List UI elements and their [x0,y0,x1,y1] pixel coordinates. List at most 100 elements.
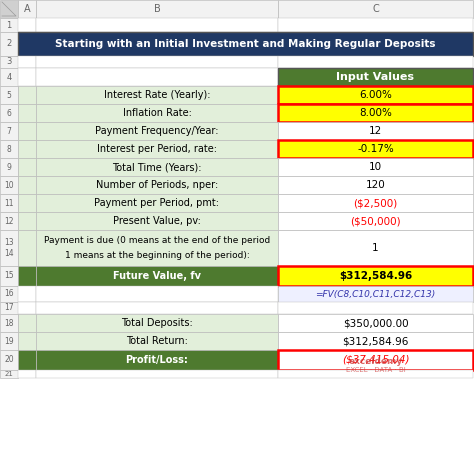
Bar [0,32,18,56]
Bar [0,68,18,86]
Bar [36,158,278,176]
Bar [278,194,473,212]
Text: ($37,415.04): ($37,415.04) [342,355,409,365]
Bar [18,194,36,212]
Bar [36,68,278,86]
Text: 6: 6 [7,109,11,117]
Text: 17: 17 [4,304,14,313]
Bar [0,212,18,230]
Bar [18,266,36,286]
Bar [0,230,18,266]
Bar [18,158,36,176]
Bar [278,332,473,350]
Bar [278,350,473,370]
Text: ($50,000): ($50,000) [350,216,401,226]
Text: Present Value, pv:: Present Value, pv: [113,216,201,226]
Bar [278,122,473,140]
Bar [0,350,18,370]
Bar [0,176,18,194]
Text: EXCEL · DATA · BI: EXCEL · DATA · BI [346,367,405,373]
Bar [18,122,36,140]
Bar [36,230,278,266]
Text: 6.00%: 6.00% [359,90,392,100]
Bar [278,230,473,266]
Bar [36,302,278,314]
Bar [278,56,473,68]
Bar [278,176,473,194]
Text: -0.17%: -0.17% [357,144,394,154]
Text: A: A [24,4,30,14]
Bar [278,302,473,314]
Bar [278,86,473,104]
Bar [36,332,278,350]
Text: Total Deposits:: Total Deposits: [121,318,193,328]
Bar [18,350,36,370]
Bar [0,370,18,378]
Text: $350,000.00: $350,000.00 [343,318,408,328]
Bar [278,140,473,158]
Text: 1: 1 [372,243,379,253]
Text: 12: 12 [4,217,14,226]
Text: 16: 16 [4,289,14,299]
Bar [36,140,278,158]
Text: 20: 20 [4,356,14,365]
Bar [278,18,473,32]
Bar [0,104,18,122]
Bar [18,18,36,32]
Bar [18,140,36,158]
Text: Number of Periods, nper:: Number of Periods, nper: [96,180,218,190]
Bar [18,370,36,378]
Bar [0,18,18,32]
Text: 1: 1 [6,20,12,29]
Bar [0,122,18,140]
Text: 4: 4 [6,72,12,82]
Bar [278,314,473,332]
Text: 8.00%: 8.00% [359,108,392,118]
Bar [278,266,473,286]
Bar [36,350,278,370]
Text: 21: 21 [5,371,13,377]
Text: 3: 3 [6,58,12,67]
Bar [278,370,473,378]
Bar [0,194,18,212]
Text: 12: 12 [369,126,382,136]
Text: 13
14: 13 14 [4,238,14,258]
Bar [0,332,18,350]
Bar [36,0,278,18]
Bar [278,158,473,176]
Text: 19: 19 [4,337,14,346]
Bar [18,314,36,332]
Text: Total Return:: Total Return: [126,336,188,346]
Bar [36,122,278,140]
Bar [36,212,278,230]
Text: 10: 10 [369,162,382,172]
Text: Payment per Period, pmt:: Payment per Period, pmt: [94,198,219,208]
Bar [278,266,473,286]
Bar [18,286,36,302]
Text: 10: 10 [4,180,14,189]
Bar [0,302,18,314]
Bar [278,104,473,122]
Text: 7: 7 [7,126,11,135]
Bar [18,56,36,68]
Bar [36,194,278,212]
Bar [278,212,473,230]
Bar [36,266,278,286]
Bar [36,314,278,332]
Text: =FV(C8,C10,C11,C12,C13): =FV(C8,C10,C11,C12,C13) [315,289,436,299]
Bar [278,0,473,18]
Bar [278,286,473,302]
Bar [278,68,473,86]
Text: 18: 18 [4,318,14,328]
Text: Total Time (Years):: Total Time (Years): [112,162,202,172]
Text: 8: 8 [7,145,11,154]
Bar [18,302,36,314]
Bar [18,86,36,104]
Bar [18,230,36,266]
Text: Payment Frequency/Year:: Payment Frequency/Year: [95,126,219,136]
Text: C: C [372,4,379,14]
Text: 9: 9 [7,163,11,172]
Text: ($2,500): ($2,500) [354,198,398,208]
Text: 120: 120 [365,180,385,190]
Bar [18,68,36,86]
